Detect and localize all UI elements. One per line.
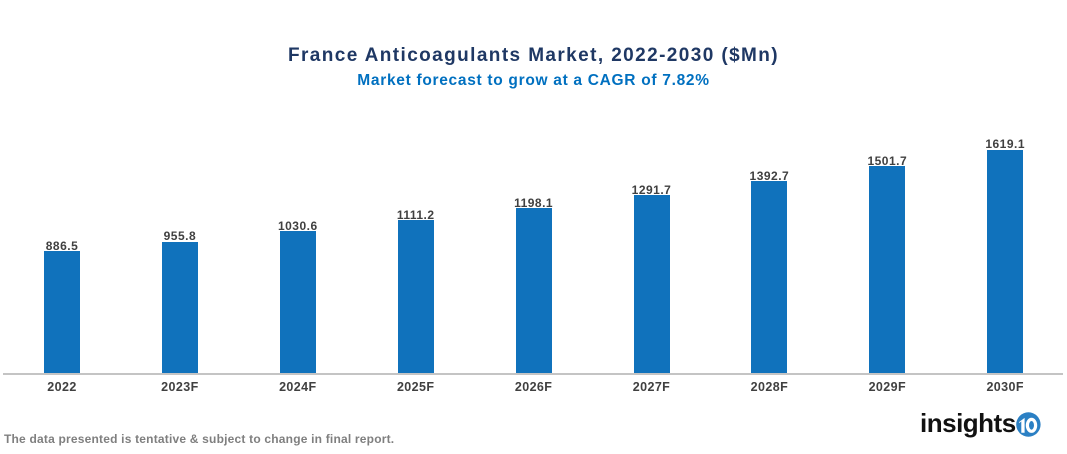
svg-text:insights: insights bbox=[920, 408, 1016, 438]
